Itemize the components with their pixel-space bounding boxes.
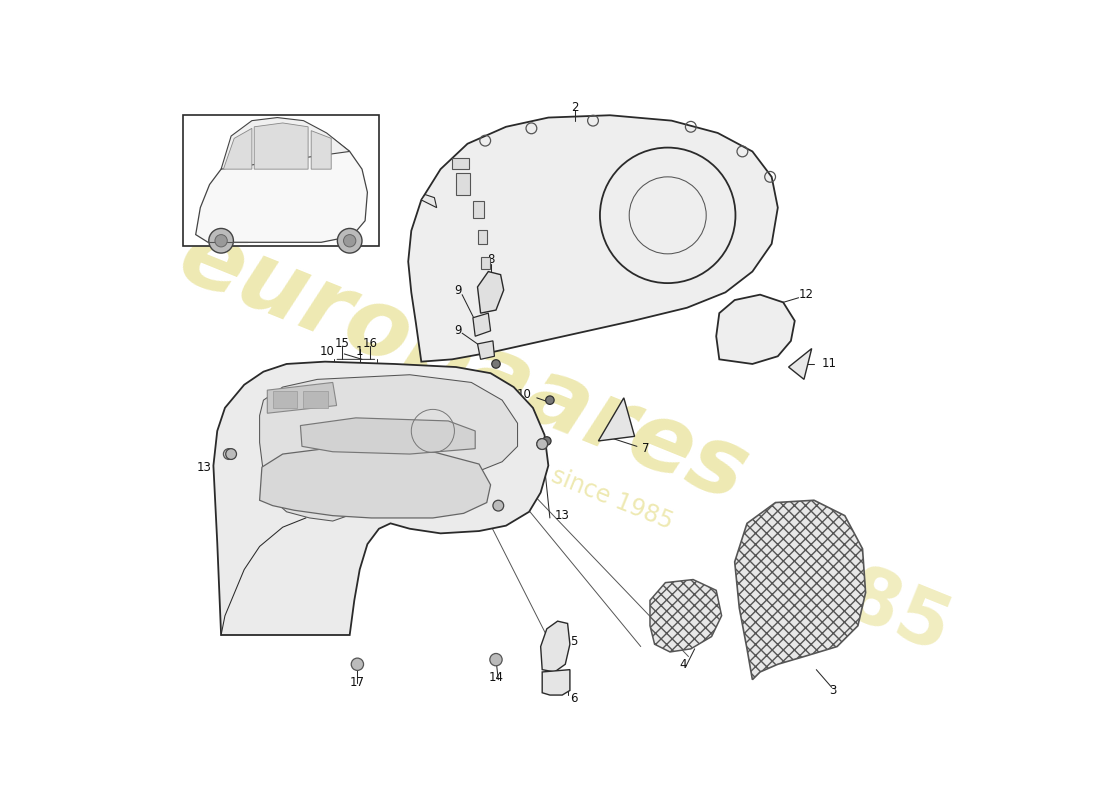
Text: 12: 12 — [799, 288, 814, 301]
Polygon shape — [408, 115, 778, 362]
Bar — [473, 201, 484, 218]
Polygon shape — [735, 500, 866, 680]
Polygon shape — [311, 130, 331, 169]
Polygon shape — [421, 194, 437, 208]
Text: 1985: 1985 — [736, 522, 961, 670]
Polygon shape — [716, 294, 794, 364]
Text: 9: 9 — [454, 283, 462, 297]
Text: 5: 5 — [570, 634, 578, 648]
Text: europaares: europaares — [166, 210, 761, 522]
Bar — [477, 230, 486, 244]
Polygon shape — [477, 341, 495, 359]
Circle shape — [226, 449, 236, 459]
Bar — [483, 279, 491, 290]
Polygon shape — [542, 670, 570, 695]
Polygon shape — [477, 271, 504, 313]
Circle shape — [338, 229, 362, 253]
Polygon shape — [223, 128, 252, 169]
Circle shape — [214, 234, 228, 247]
Polygon shape — [650, 579, 722, 652]
Text: 11: 11 — [822, 358, 837, 370]
Polygon shape — [196, 133, 367, 242]
Circle shape — [537, 438, 548, 450]
Text: 14: 14 — [488, 671, 504, 684]
Bar — [304, 391, 328, 408]
Circle shape — [537, 438, 548, 450]
Polygon shape — [598, 398, 635, 441]
Bar — [481, 257, 490, 270]
Polygon shape — [221, 118, 350, 169]
Text: 4: 4 — [680, 658, 686, 670]
Text: 1: 1 — [356, 345, 363, 358]
Circle shape — [351, 658, 363, 670]
Text: 2: 2 — [572, 101, 579, 114]
Polygon shape — [789, 349, 812, 379]
Circle shape — [490, 654, 503, 666]
Text: 13: 13 — [554, 509, 570, 522]
Bar — [452, 158, 469, 169]
Bar — [455, 173, 470, 194]
Circle shape — [546, 396, 554, 404]
Text: 10: 10 — [514, 440, 529, 453]
Polygon shape — [254, 123, 308, 169]
Bar — [483, 301, 491, 310]
Polygon shape — [541, 621, 570, 672]
Text: 10: 10 — [319, 345, 334, 358]
Text: 15: 15 — [334, 338, 350, 350]
Text: 13: 13 — [196, 461, 211, 474]
Text: 3: 3 — [829, 684, 837, 697]
Polygon shape — [213, 362, 548, 635]
Text: 6: 6 — [570, 692, 578, 705]
Bar — [183, 115, 378, 246]
Circle shape — [209, 229, 233, 253]
Text: 17: 17 — [350, 676, 365, 690]
Polygon shape — [473, 313, 491, 336]
Bar — [273, 391, 297, 408]
Polygon shape — [260, 449, 491, 518]
Text: 10: 10 — [517, 388, 531, 402]
Text: 7: 7 — [642, 442, 650, 455]
Circle shape — [223, 449, 234, 459]
Polygon shape — [300, 418, 475, 454]
Polygon shape — [267, 382, 337, 414]
Circle shape — [542, 437, 551, 445]
Text: 16: 16 — [362, 338, 377, 350]
Circle shape — [343, 234, 356, 247]
Text: 9: 9 — [454, 324, 462, 338]
Text: 13: 13 — [498, 511, 514, 525]
Circle shape — [492, 360, 500, 368]
Text: 8: 8 — [487, 253, 494, 266]
Polygon shape — [260, 374, 517, 521]
Circle shape — [493, 500, 504, 511]
Text: a classic car parts since 1985: a classic car parts since 1985 — [343, 382, 676, 534]
